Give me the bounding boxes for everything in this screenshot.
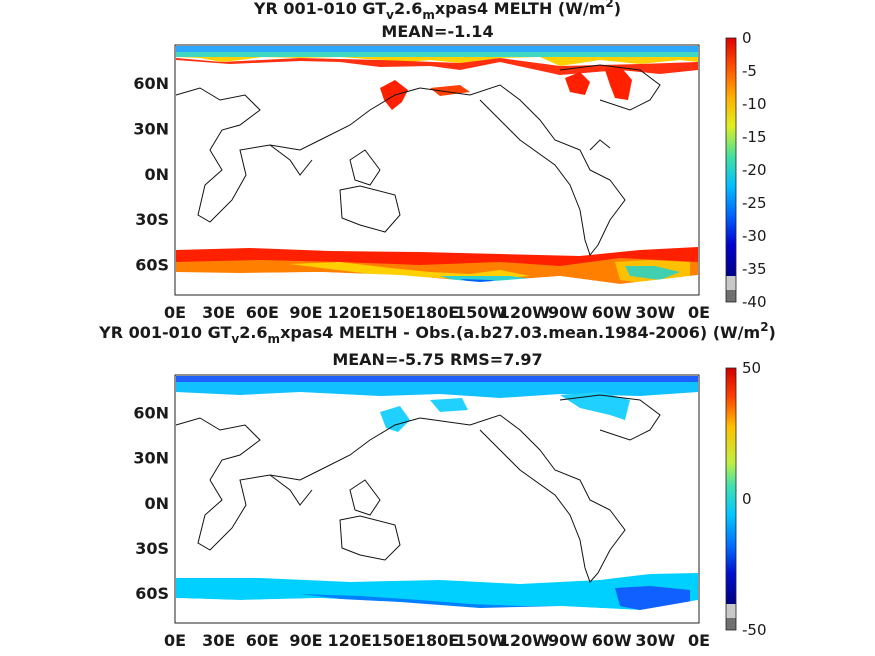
x-tick-label: 30E	[202, 631, 235, 650]
x-tick-label: 120W	[499, 303, 550, 322]
x-tick-label: 30W	[635, 303, 675, 322]
y-tick-label: 60N	[133, 74, 169, 93]
colorbar-tick-label: -30	[742, 227, 767, 245]
colorbar-tick-label: 0	[742, 490, 752, 508]
bottom-map	[174, 374, 700, 624]
x-tick-label: 120W	[499, 631, 550, 650]
y-tick-label: 0N	[144, 494, 169, 513]
x-tick-label: 0E	[164, 303, 186, 322]
y-tick-label: 30N	[133, 119, 169, 138]
x-tick-label: 150E	[371, 631, 415, 650]
y-tick-label: 30S	[135, 539, 169, 558]
colorbar-tick-label: -15	[742, 128, 767, 146]
y-tick-label: 60S	[135, 256, 169, 275]
bottom-subtitle: MEAN=-5.75 RMS=7.97	[332, 350, 543, 369]
colorbar-tick-label: -20	[742, 161, 767, 179]
x-tick-label: 30E	[202, 303, 235, 322]
x-tick-label: 30W	[635, 631, 675, 650]
x-tick-label: 0E	[164, 631, 186, 650]
bottom-colorbar	[725, 367, 737, 631]
x-tick-label: 0E	[688, 631, 710, 650]
colorbar-tick-label: -50	[742, 621, 767, 639]
x-tick-label: 180E	[415, 631, 459, 650]
x-tick-label: 150W	[455, 631, 506, 650]
x-tick-label: 120E	[328, 303, 372, 322]
y-tick-label: 60N	[133, 404, 169, 423]
colorbar-tick-label: -5	[742, 62, 757, 80]
bottom-title: YR 001-010 GTv2.6mxpas4 MELTH - Obs.(a.b…	[99, 320, 776, 346]
x-tick-label: 150W	[455, 303, 506, 322]
x-tick-label: 90W	[548, 303, 588, 322]
top-map	[174, 44, 700, 296]
colorbar-tick-label: -25	[742, 194, 767, 212]
colorbar-tick-label: 50	[742, 359, 761, 377]
colorbar-tick-label: -10	[742, 95, 767, 113]
y-tick-label: 60S	[135, 584, 169, 603]
x-tick-label: 60E	[246, 303, 279, 322]
y-tick-label: 0N	[144, 165, 169, 184]
top-colorbar	[725, 37, 737, 303]
x-tick-label: 150E	[371, 303, 415, 322]
x-tick-label: 0E	[688, 303, 710, 322]
x-tick-label: 60E	[246, 631, 279, 650]
x-tick-label: 120E	[328, 631, 372, 650]
y-tick-label: 30S	[135, 210, 169, 229]
y-tick-label: 30N	[133, 449, 169, 468]
colorbar-tick-label: -40	[742, 293, 767, 311]
top-title: YR 001-010 GTv2.6mxpas4 MELTH (W/m2)	[253, 0, 622, 22]
colorbar-tick-label: 0	[742, 29, 752, 47]
x-tick-label: 60W	[592, 303, 632, 322]
colorbar-tick-label: -35	[742, 260, 767, 278]
x-tick-label: 90E	[289, 303, 322, 322]
top-subtitle: MEAN=-1.14	[381, 22, 494, 41]
x-tick-label: 90W	[548, 631, 588, 650]
x-tick-label: 180E	[415, 303, 459, 322]
x-tick-label: 60W	[592, 631, 632, 650]
x-tick-label: 90E	[289, 631, 322, 650]
